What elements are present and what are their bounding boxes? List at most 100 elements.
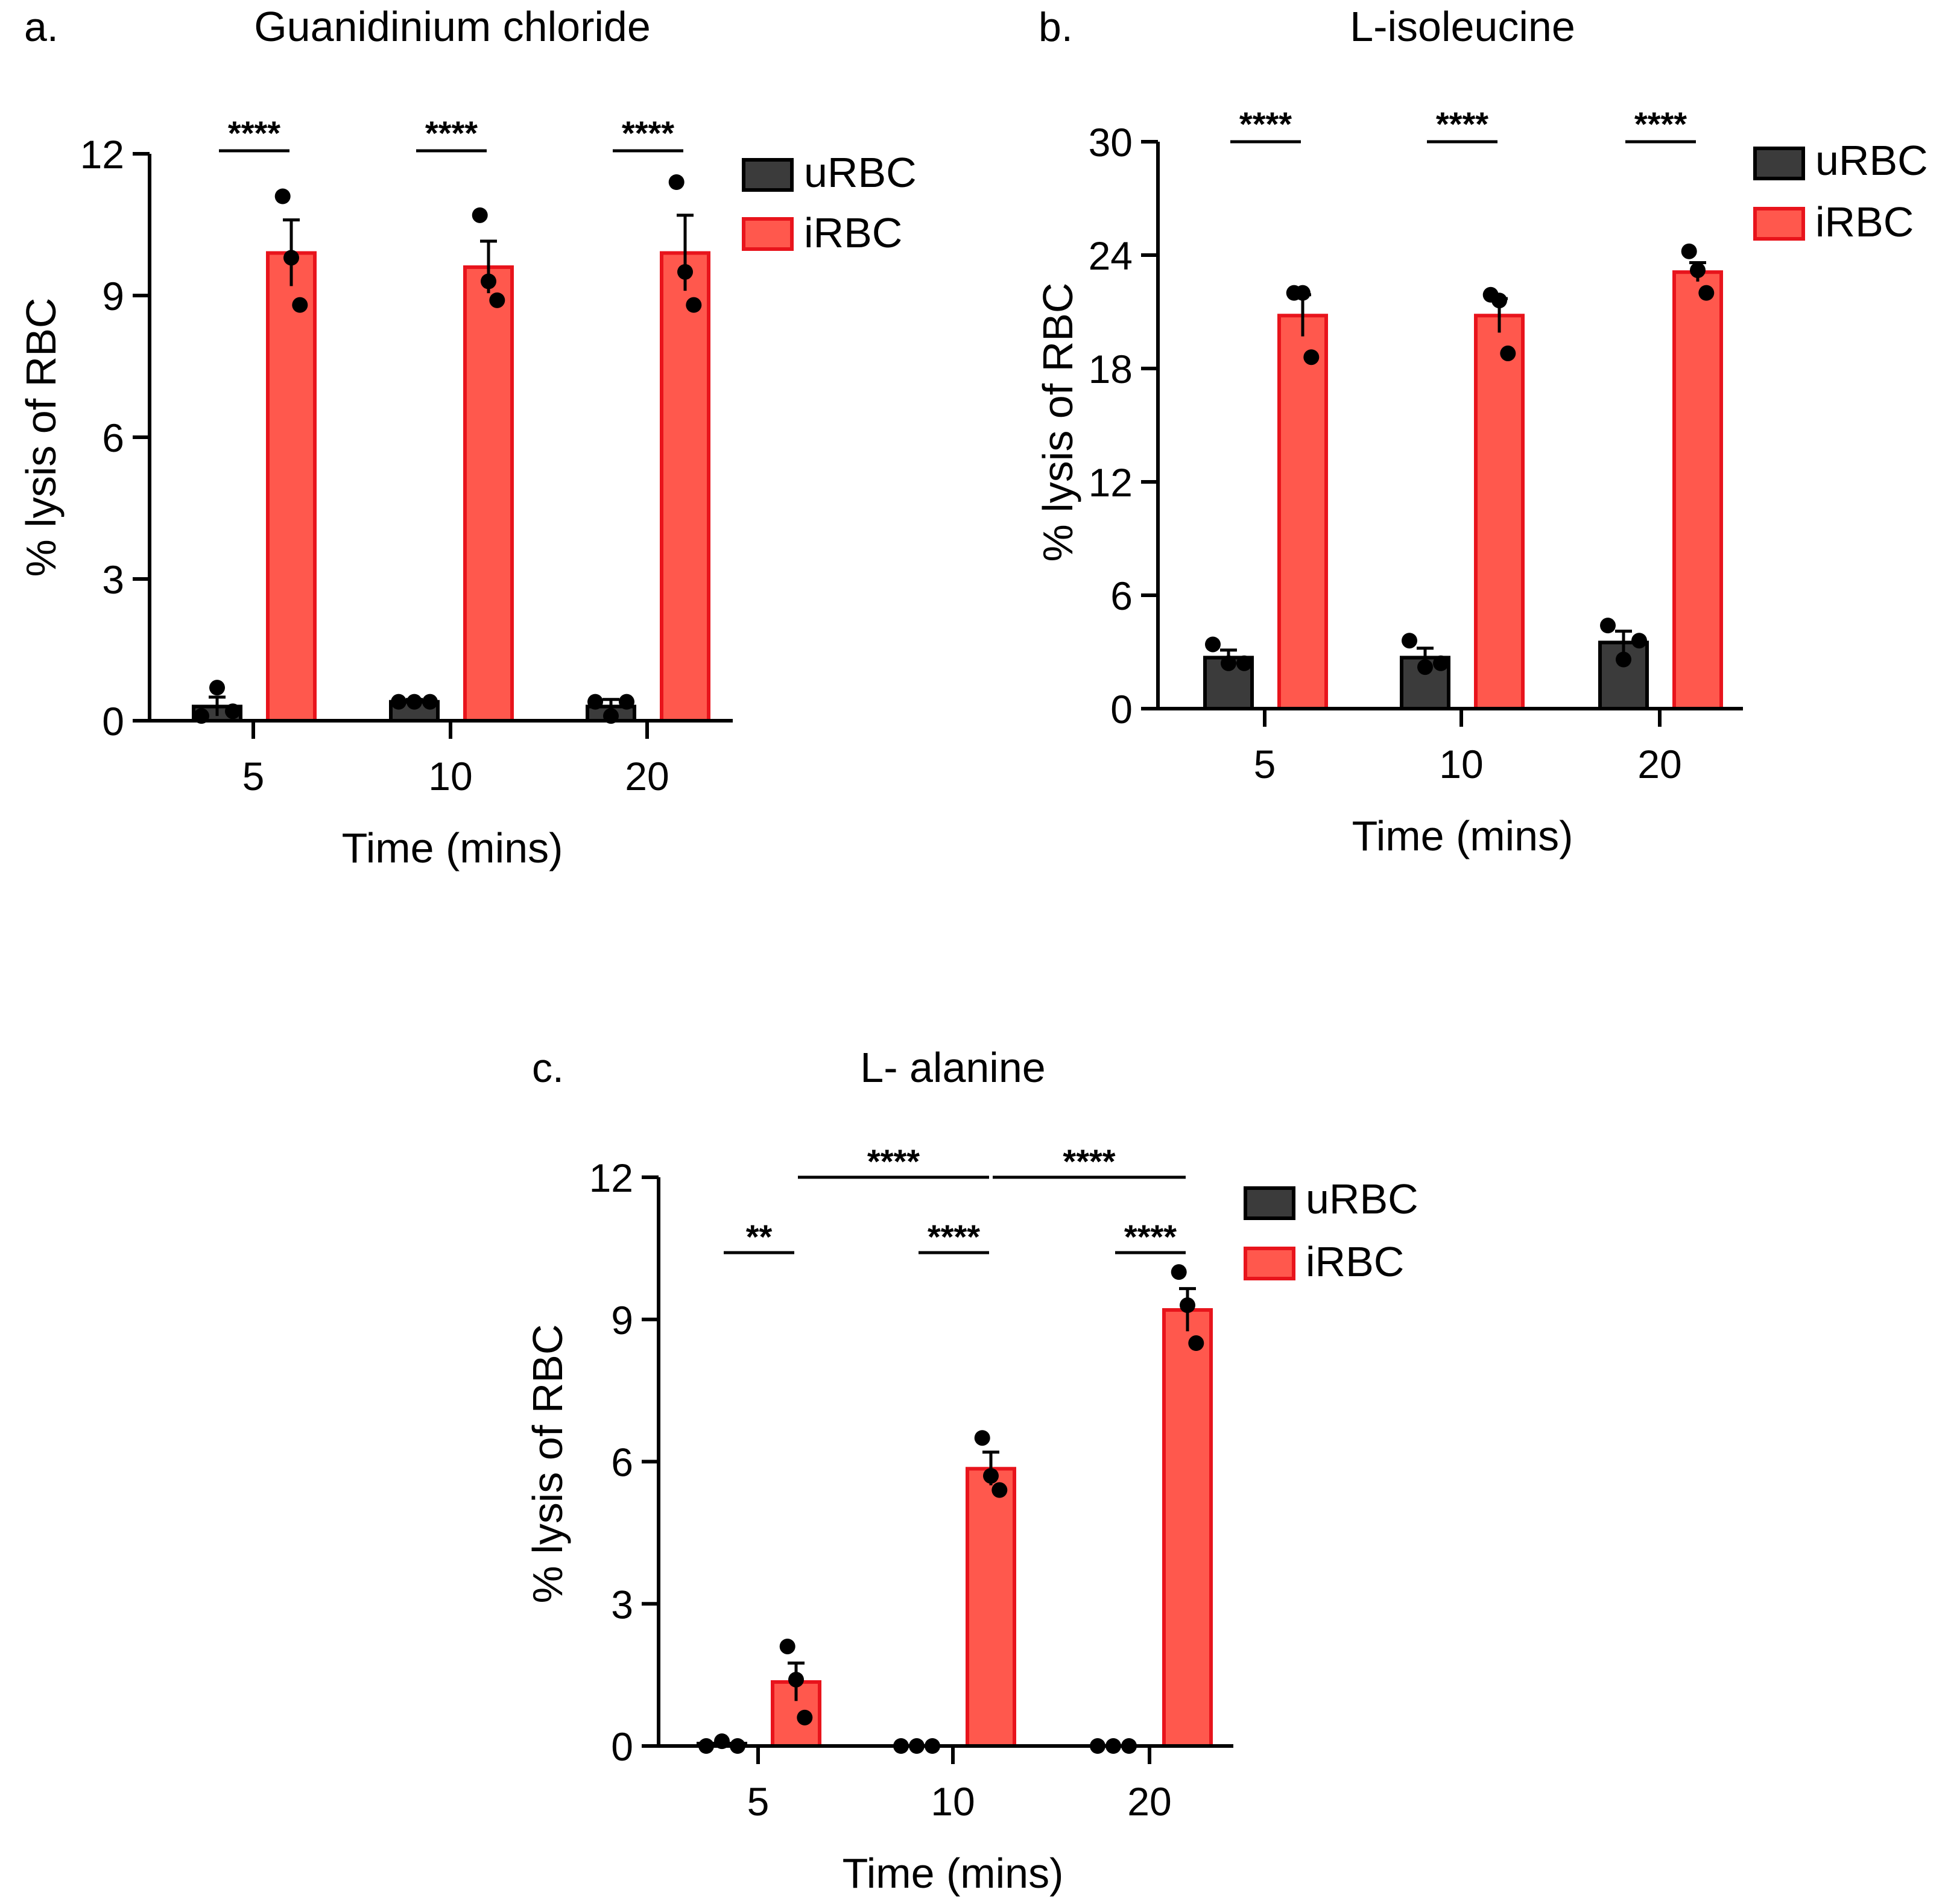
panel-b-sig-label-0: **** xyxy=(1239,105,1292,143)
panel-a-point-irbc-5-0 xyxy=(274,188,291,204)
panel-c-point-irbc-20-0 xyxy=(1171,1264,1187,1280)
panel-c-sig-label-2: **** xyxy=(1124,1218,1177,1256)
panel-b-bar-irbc-5 xyxy=(1277,314,1328,710)
panel-b-point-irbc-20-0 xyxy=(1681,243,1697,259)
panel-b-bar-irbc-20 xyxy=(1672,270,1723,710)
panel-c-y-tick-label-4: 12 xyxy=(589,1156,633,1200)
panel-b-point-urbc-20-1 xyxy=(1616,651,1631,668)
panel-b-x-tick-label-2: 20 xyxy=(1637,742,1681,786)
panel-c-x-tick-label-1: 10 xyxy=(931,1779,975,1824)
panel-b-legend-label-irbc: iRBC xyxy=(1815,198,1914,245)
panel-b-point-irbc-5-2 xyxy=(1303,349,1320,365)
panel-b-y-ticks: 0 6 12 18 24 30 xyxy=(1089,120,1158,732)
panel-a-sig-label-0: **** xyxy=(228,114,280,152)
panel-a-point-urbc-5-2 xyxy=(225,703,241,720)
panel-b-point-urbc-5-1 xyxy=(1221,655,1236,671)
panel-b-y-tick-label-0: 0 xyxy=(1110,687,1133,732)
panel-b-point-irbc-5-1 xyxy=(1295,285,1311,301)
panel-c-legend-swatch-irbc xyxy=(1244,1247,1295,1280)
panel-c-point-irbc-20-2 xyxy=(1188,1335,1204,1352)
panel-c-y-ticks: 0 3 6 9 12 xyxy=(589,1156,659,1769)
panel-b-xlabel: Time (mins) xyxy=(1352,812,1573,859)
panel-a-label: a. xyxy=(24,4,59,50)
panel-a-point-urbc-20-0 xyxy=(587,694,603,710)
panel-c-chart: c. L- alanine Time (mins) % lysis of RBC… xyxy=(524,1044,1418,1897)
panel-a-bar-irbc-20 xyxy=(660,251,710,723)
panel-b-point-urbc-5-0 xyxy=(1205,636,1221,653)
panel-c-bar-irbc-10 xyxy=(966,1467,1016,1748)
panel-b-point-irbc-10-1 xyxy=(1491,293,1507,309)
panel-b-legend-swatch-irbc xyxy=(1753,207,1805,241)
panel-a-ylabel: % lysis of RBC xyxy=(17,298,65,577)
panel-b-x-tick-label-0: 5 xyxy=(1254,742,1276,786)
panel-a-point-urbc-10-0 xyxy=(391,694,406,710)
panel-c-axes xyxy=(657,1177,1233,1748)
panel-b-legend-label-urbc: uRBC xyxy=(1815,137,1928,184)
panel-a-point-irbc-10-1 xyxy=(481,273,496,289)
panel-a-sig-label-2: **** xyxy=(622,114,674,152)
panel-c-x-ticks: 5 10 20 xyxy=(747,1746,1172,1824)
panel-b-title: L-isoleucine xyxy=(1350,3,1575,50)
panel-a-x-tick-label-1: 10 xyxy=(428,754,472,799)
panel-a-x-tick-label-2: 20 xyxy=(625,754,669,799)
panel-b-sig-label-1: **** xyxy=(1436,105,1488,143)
panel-c-point-irbc-20-1 xyxy=(1180,1297,1195,1314)
panel-c-y-tick-label-3: 9 xyxy=(611,1298,633,1343)
panel-b-point-urbc-10-1 xyxy=(1417,659,1433,675)
panel-b-bar-irbc-10 xyxy=(1474,314,1525,710)
panel-a-x-ticks: 5 10 20 xyxy=(242,721,669,799)
panel-b-y-tick-label-3: 18 xyxy=(1089,347,1133,391)
panel-c-point-irbc-5-2 xyxy=(797,1709,813,1725)
panel-a-y-tick-label-3: 9 xyxy=(102,274,124,318)
panel-a-point-irbc-5-2 xyxy=(292,297,308,313)
panel-b-point-irbc-10-2 xyxy=(1500,345,1516,361)
panel-c-point-irbc-10-2 xyxy=(991,1482,1008,1498)
panel-c-point-irbc-10-1 xyxy=(983,1468,999,1484)
panel-b-x-tick-label-1: 10 xyxy=(1439,742,1483,786)
panel-a-legend-label-irbc: iRBC xyxy=(804,209,902,256)
panel-c-y-tick-label-0: 0 xyxy=(611,1724,633,1769)
panel-c-label: c. xyxy=(532,1045,564,1091)
panel-b-sig-label-2: **** xyxy=(1634,105,1687,143)
panel-c-sig-label-0: ** xyxy=(746,1218,773,1256)
panel-c-legend-swatch-urbc xyxy=(1244,1186,1295,1220)
panel-b-y-tick-label-4: 24 xyxy=(1089,233,1133,278)
panel-c-point-irbc-10-0 xyxy=(974,1430,990,1446)
panel-b-point-urbc-20-0 xyxy=(1600,618,1616,634)
panel-b-significance: **** **** **** xyxy=(1230,105,1696,144)
panel-a-point-urbc-20-2 xyxy=(619,694,634,710)
panel-c-title: L- alanine xyxy=(860,1044,1045,1091)
panel-b-point-irbc-20-2 xyxy=(1698,285,1715,301)
panel-c-bars xyxy=(697,1308,1213,1748)
panel-a-bar-irbc-5 xyxy=(266,251,317,723)
panel-c-point-irbc-5-1 xyxy=(788,1671,804,1687)
panel-b-y-tick-label-1: 6 xyxy=(1110,574,1133,618)
panel-b-bars xyxy=(1203,270,1723,711)
panel-b-point-urbc-10-0 xyxy=(1402,633,1417,649)
panel-a-axes xyxy=(148,154,733,723)
panel-c-point-irbc-5-0 xyxy=(779,1638,795,1654)
panel-a-bars xyxy=(192,251,710,723)
panel-c-xlabel: Time (mins) xyxy=(843,1850,1064,1897)
panel-b-y-tick-label-2: 12 xyxy=(1089,460,1133,505)
panel-a-point-irbc-5-1 xyxy=(283,250,299,266)
panel-b-points xyxy=(1205,243,1715,675)
panel-a-sig-label-1: **** xyxy=(425,114,478,152)
panel-a-legend-swatch-urbc xyxy=(742,158,794,192)
panel-c-legend-label-urbc: uRBC xyxy=(1306,1175,1418,1222)
panel-a-legend-label-urbc: uRBC xyxy=(804,149,917,196)
panel-c-x-tick-label-2: 20 xyxy=(1127,1779,1171,1824)
panel-c-x-tick-label-0: 5 xyxy=(747,1779,770,1824)
panel-a-point-urbc-10-2 xyxy=(422,694,438,710)
panel-b-ylabel: % lysis of RBC xyxy=(1034,283,1081,562)
panel-a-points xyxy=(194,174,702,724)
panel-b-y-tick-label-5: 30 xyxy=(1089,120,1133,165)
panel-a-point-irbc-20-2 xyxy=(686,297,702,313)
panel-c-sig-label-3: **** xyxy=(867,1142,920,1180)
panel-a-point-irbc-20-0 xyxy=(668,174,685,190)
panel-a-point-irbc-20-1 xyxy=(677,264,693,280)
panel-c-y-tick-label-2: 6 xyxy=(611,1440,633,1485)
panel-c-legend-label-irbc: iRBC xyxy=(1306,1238,1404,1285)
panel-a-point-irbc-10-0 xyxy=(472,207,488,223)
